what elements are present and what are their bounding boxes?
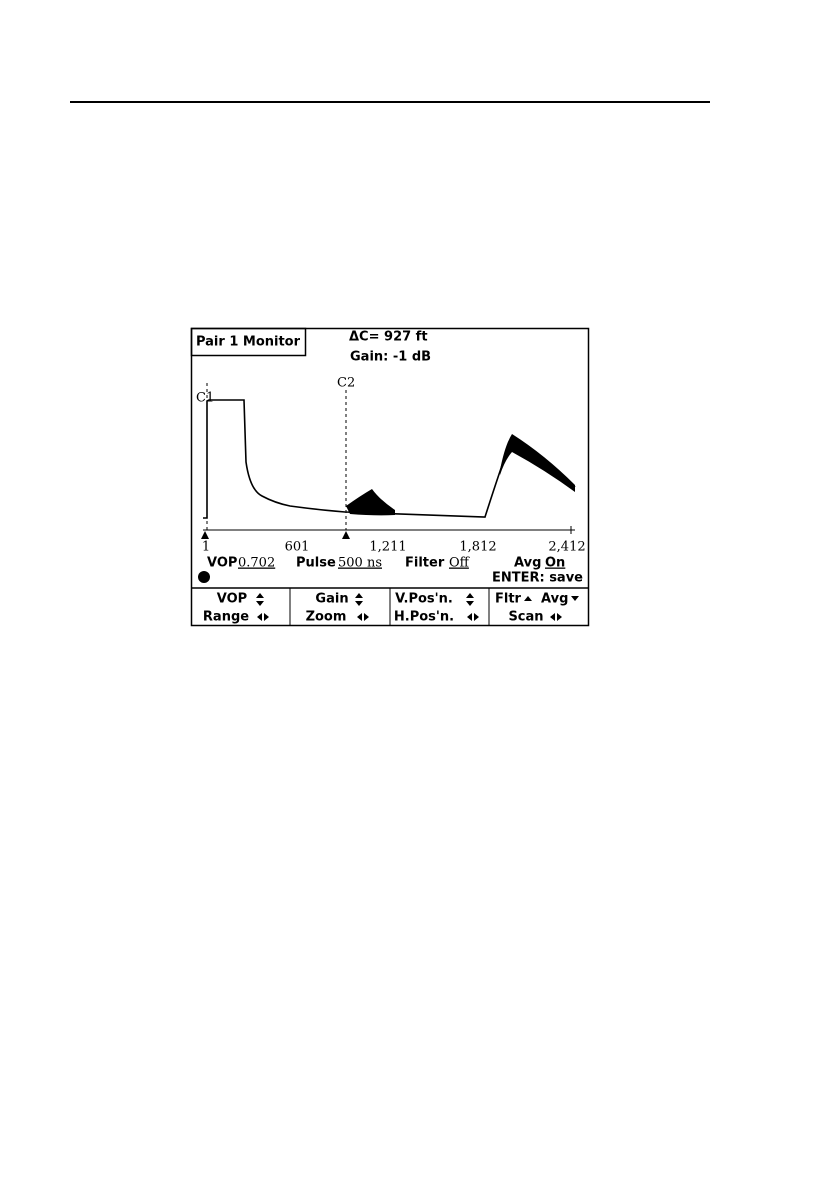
softkey[interactable]: V.Pos'n. H.Pos'n. — [394, 592, 479, 625]
screen-title: Pair 1 Monitor — [196, 335, 301, 350]
icon-updown — [355, 593, 363, 606]
setting-value: 500 ns — [338, 556, 382, 571]
enter-hint: ENTER: save — [492, 571, 583, 586]
cursor-marker — [201, 531, 209, 539]
icon-up — [524, 596, 532, 601]
icon-down — [571, 596, 579, 601]
setting-label: Avg — [514, 556, 541, 571]
setting-value: 0.702 — [238, 556, 275, 571]
icon-updown — [256, 593, 264, 606]
icon-leftright — [467, 613, 479, 621]
title-box — [190, 327, 307, 357]
icon-updown — [466, 593, 474, 606]
axis-label: 2,412 — [548, 540, 585, 555]
softkey-label: Range — [203, 610, 249, 625]
setting-value: Off — [449, 556, 471, 571]
setting-value: On — [545, 556, 565, 571]
softkey-label: H.Pos'n. — [394, 610, 454, 625]
gain-readout: Gain: -1 dB — [350, 350, 431, 365]
status-dot — [198, 571, 210, 583]
axis-label: 1,812 — [459, 540, 496, 555]
cursor-label: C2 — [337, 376, 355, 391]
device-screen: Pair 1 Monitor ΔC= 927 ft Gain: -1 dB C1… — [190, 327, 590, 627]
softkey[interactable]: Gain Zoom — [306, 592, 369, 625]
axis-label: 1 — [202, 540, 210, 555]
softkey[interactable]: VOP Range — [203, 592, 269, 625]
icon-leftright — [357, 613, 369, 621]
softkey-label: Zoom — [306, 610, 347, 625]
trace-noise — [346, 489, 395, 516]
softkey-label: VOP — [217, 592, 247, 607]
axis-label: 601 — [285, 540, 310, 555]
icon-leftright — [257, 613, 269, 621]
softkey-label: Gain — [315, 592, 348, 607]
softkey[interactable]: Fltr Avg Scan — [495, 592, 579, 625]
cursor-label: C1 — [196, 391, 214, 406]
cursor-marker — [342, 531, 350, 539]
softkey-label: Avg — [541, 592, 568, 607]
setting-label: Pulse — [296, 556, 336, 571]
trace-noise — [500, 434, 575, 492]
setting-label: Filter — [405, 556, 445, 571]
softkey-label: V.Pos'n. — [395, 592, 453, 607]
axis-label: 1,211 — [369, 540, 406, 555]
softkey-label: Fltr — [495, 592, 522, 607]
delta-c: ΔC= 927 ft — [349, 330, 428, 345]
setting-label: VOP — [207, 556, 237, 571]
icon-leftright — [550, 613, 562, 621]
softkey-label: Scan — [508, 610, 543, 625]
